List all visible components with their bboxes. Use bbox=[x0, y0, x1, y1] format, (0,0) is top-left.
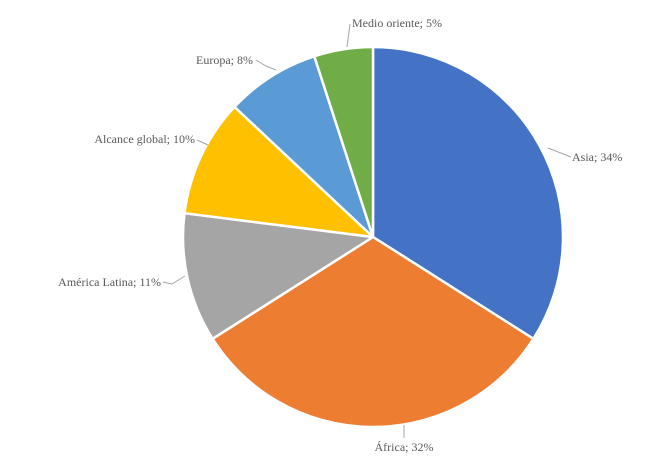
data-label-asia: Asia; 34% bbox=[572, 150, 622, 164]
pie-slice-africa bbox=[211, 235, 535, 429]
pie-slice-alcance-global bbox=[183, 105, 375, 239]
label-leader-lines bbox=[162, 23, 572, 438]
leader-line-america-latina bbox=[162, 275, 186, 285]
pie-slices bbox=[181, 45, 565, 429]
leader-line-medio-oriente bbox=[346, 23, 351, 48]
pie-slice-america-latina bbox=[181, 211, 375, 341]
leader-line-europa bbox=[255, 59, 277, 71]
data-label-europa: Europa; 8% bbox=[196, 53, 253, 67]
data-label-alcance-global: Alcance global; 10% bbox=[94, 132, 195, 146]
pie-slice-medio-oriente bbox=[313, 45, 375, 239]
leader-line-alcance-global bbox=[196, 139, 209, 146]
leader-line-asia bbox=[547, 147, 572, 158]
data-label-medio-oriente: Medio oriente; 5% bbox=[352, 16, 442, 30]
data-label-america-latina: América Latina; 11% bbox=[58, 275, 161, 289]
data-label-africa: África; 32% bbox=[375, 440, 434, 454]
pie-slice-europa bbox=[233, 55, 375, 239]
data-labels: Asia; 34% África; 32% América Latina; 11… bbox=[58, 16, 622, 454]
